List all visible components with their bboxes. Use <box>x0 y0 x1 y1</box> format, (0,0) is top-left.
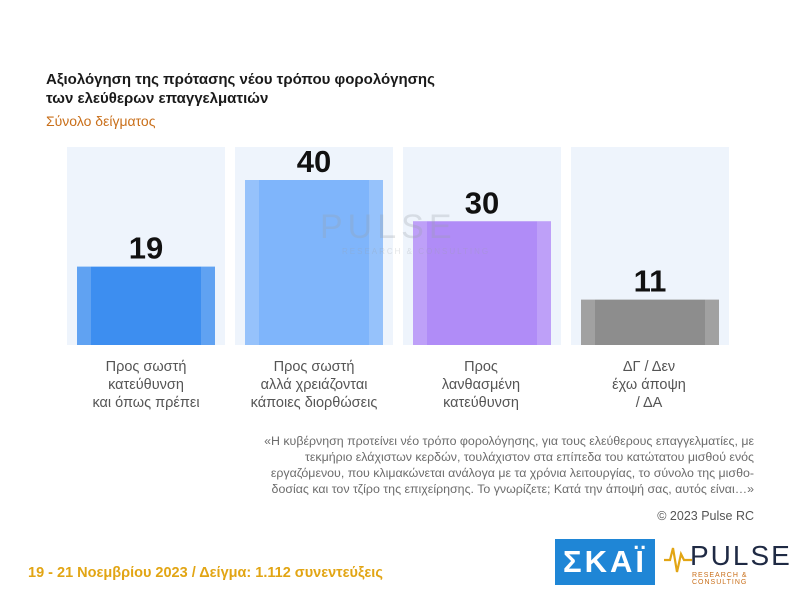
bar-4 <box>581 299 719 345</box>
pulse-logo: PULSE RESEARCH & CONSULTING <box>664 540 790 588</box>
bar-shade-left-4 <box>581 299 595 345</box>
pulse-wave-icon <box>664 547 692 573</box>
category-label-1: Προς σωστή κατεύθυνση και όπως πρέπει <box>92 359 200 411</box>
bar-3 <box>413 221 551 345</box>
bar-shade-left-1 <box>77 266 91 345</box>
bar-shade-right-4 <box>705 299 719 345</box>
chart-subtitle: Σύνολο δείγματος <box>46 113 156 129</box>
chart-title: Αξιολόγηση της πρότασης νέου τρόπου φορο… <box>46 71 435 107</box>
bar-shade-left-3 <box>413 221 427 345</box>
bar-value-label-4: 11 <box>634 264 667 299</box>
bar-shade-right-2 <box>369 180 383 345</box>
category-label-4: ΔΓ / Δεν έχω άποψη / ΔΑ <box>612 359 686 411</box>
skai-logo: ΣΚΑΪ <box>555 539 655 585</box>
category-label-2: Προς σωστή αλλά χρειάζονται κάποιες διορ… <box>250 359 378 411</box>
bar-value-label-2: 40 <box>297 144 331 179</box>
bar-1 <box>77 266 215 345</box>
bar-chart: 19 40 30 11 <box>67 144 729 345</box>
bar-value-label-1: 19 <box>129 231 163 266</box>
copyright-text: © 2023 Pulse RC <box>657 509 754 523</box>
bar-shade-right-1 <box>201 266 215 345</box>
bar-shade-left-2 <box>245 180 259 345</box>
bar-shade-right-3 <box>537 221 551 345</box>
bar-value-label-3: 30 <box>465 185 499 220</box>
bar-2 <box>245 180 383 345</box>
survey-date-sample: 19 - 21 Νοεμβρίου 2023 / Δείγμα: 1.112 σ… <box>28 565 383 581</box>
survey-question-quote: «Η κυβέρνηση προτείνει νέο τρόπο φορολόγ… <box>264 434 754 496</box>
category-label-3: Προς λανθασμένη κατεύθυνση <box>441 359 521 411</box>
